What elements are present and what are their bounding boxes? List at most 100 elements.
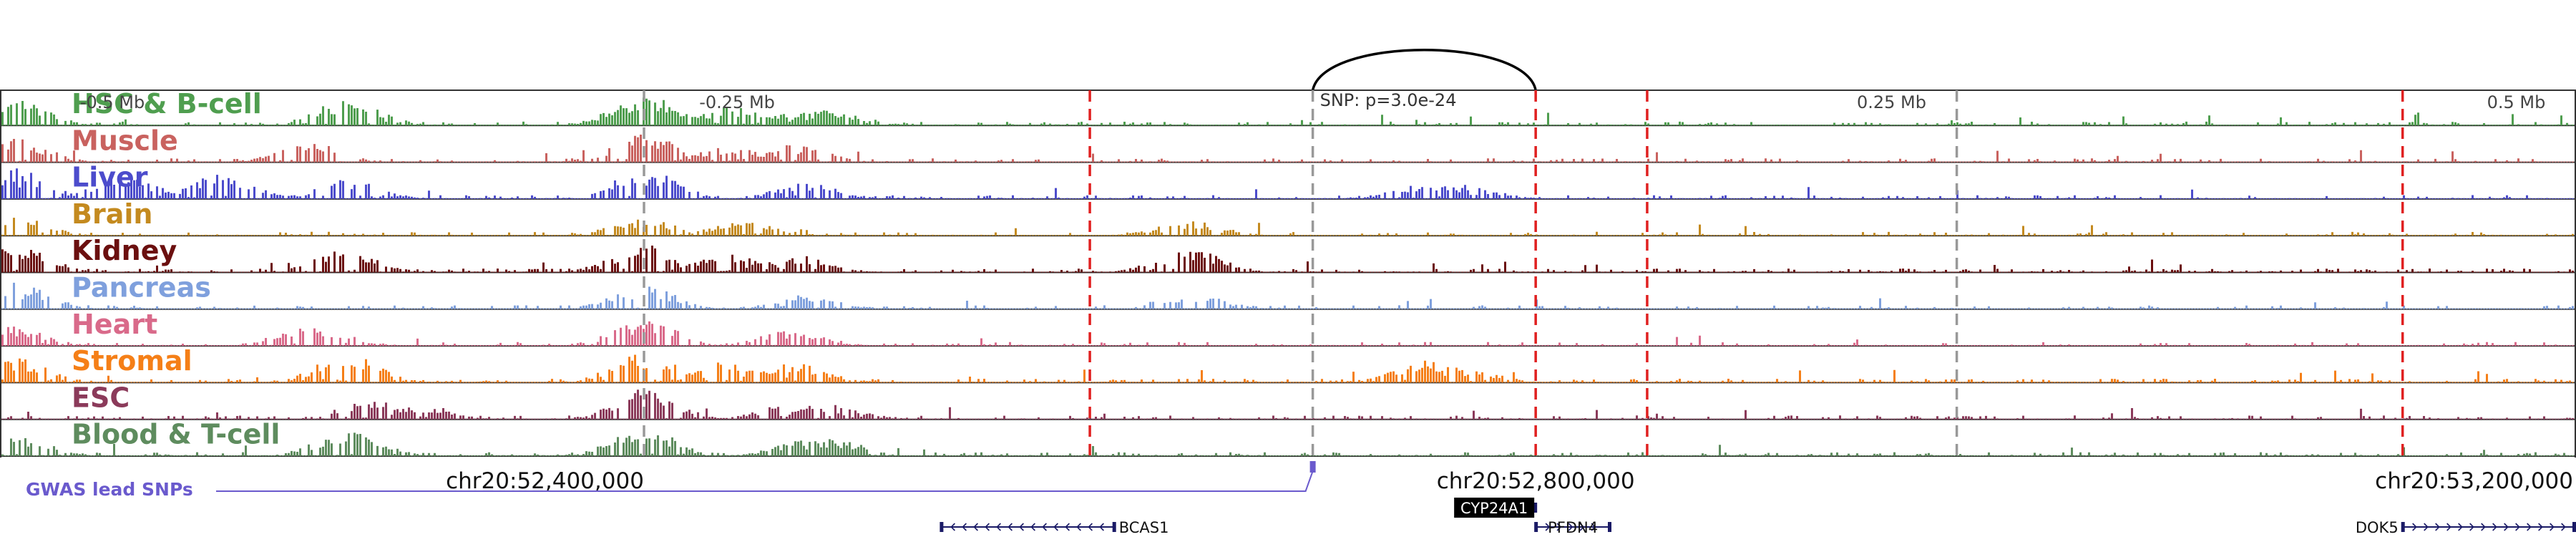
gene-annotation-track: BCAS1 CYP24A1 PFDN4 DOK5: [940, 498, 2576, 536]
track-label: Stromal: [72, 345, 192, 377]
strand-arrow: [1591, 523, 1596, 531]
track-label: Blood & T-cell: [72, 419, 280, 450]
scale-tick-label: 0.25 Mb: [1857, 92, 1926, 112]
gene-exon: [940, 522, 944, 532]
strand-arrow: [2469, 523, 2474, 531]
snp-markers: [643, 90, 2404, 458]
track-heart: [0, 321, 2576, 347]
track-label: Pancreas: [72, 272, 211, 304]
coordinate-tick-label: chr20:52,800,000: [1437, 468, 1635, 494]
gwas-track-label: GWAS lead SNPs: [26, 479, 193, 500]
strand-arrow: [973, 523, 978, 531]
strand-arrow: [2412, 523, 2417, 531]
track-label: Muscle: [72, 125, 178, 156]
strand-arrow: [950, 523, 955, 531]
strand-arrow: [1030, 523, 1035, 531]
strand-arrow: [1019, 523, 1024, 531]
strand-arrow: [2538, 523, 2543, 531]
scale-tick-label: 0.5 Mb: [2487, 92, 2546, 112]
strand-arrow: [2435, 523, 2440, 531]
strand-arrow: [985, 523, 990, 531]
strand-arrow: [2481, 523, 2486, 531]
strand-arrow: [1065, 523, 1070, 531]
strand-arrow: [996, 523, 1001, 531]
track-blood-t-cell: [0, 432, 2576, 457]
chromatin-tracks: [0, 90, 2576, 458]
strand-arrow: [1579, 523, 1585, 531]
strand-arrow: [1076, 523, 1081, 531]
track-esc: [0, 390, 2576, 420]
track-kidney: [0, 246, 2576, 274]
gwas-leader-line: [216, 470, 1314, 492]
track-signal: [1, 168, 2574, 199]
track-label: Heart: [72, 309, 157, 340]
track-label: HSC & B-cell: [72, 88, 262, 120]
strand-arrow: [1556, 523, 1562, 531]
gene-label: CYP24A1: [1460, 500, 1528, 517]
track-signal: [1, 282, 2574, 309]
strand-arrow: [2492, 523, 2497, 531]
strand-arrow: [1088, 523, 1093, 531]
scale-tick-label: -0.25 Mb: [699, 92, 775, 112]
gwas-track: GWAS lead SNPs: [26, 461, 1316, 500]
track-signal: [1, 246, 2574, 273]
strand-arrow: [1008, 523, 1013, 531]
strand-arrow: [1568, 523, 1574, 531]
gene-bcas1: BCAS1: [940, 519, 1169, 536]
track-signal: [1, 321, 2574, 347]
track-signal: [1, 390, 2574, 420]
track-signal: [1, 97, 2574, 126]
strand-arrow: [2527, 523, 2532, 531]
track-label: ESC: [72, 382, 130, 413]
track-signal: [1, 135, 2574, 163]
track-pancreas: [0, 282, 2576, 310]
gene-dok5: DOK5: [2356, 519, 2576, 536]
gene-exon: [2572, 522, 2576, 532]
strand-arrow: [1099, 523, 1104, 531]
scale-bar: -0.5 Mb -0.25 Mb 0.25 Mb 0.5 Mb SNP: p=3.0e-…: [80, 90, 2546, 112]
scale-tick-label: -0.5 Mb: [80, 92, 145, 112]
gene-highlight-box: [1454, 498, 1535, 518]
track-label: Kidney: [72, 235, 177, 266]
gwas-lead-snp-mark: [1309, 461, 1316, 473]
strand-arrow: [1042, 523, 1047, 531]
strand-arrow: [2458, 523, 2463, 531]
track-signal: [1, 432, 2574, 456]
track-signal: [1, 354, 2574, 383]
snp-gene-link-arc: [1311, 49, 1537, 91]
gene-exon: [1534, 522, 1538, 532]
coordinate-axis: chr20:52,400,000 chr20:52,800,000 chr20:53…: [446, 468, 2573, 494]
track-liver: [0, 168, 2576, 200]
track-hsc-b-cell: [0, 97, 2576, 127]
track-stromal: [0, 354, 2576, 384]
snp-pvalue-label: SNP: p=3.0e-24: [1320, 90, 1457, 110]
track-brain: [0, 218, 2576, 237]
strand-arrow: [2424, 523, 2429, 531]
gene-cyp24a1: CYP24A1: [1454, 498, 1538, 518]
strand-arrow: [2515, 523, 2520, 531]
snp-link-layer: [1311, 49, 1537, 91]
gene-label: BCAS1: [1119, 519, 1169, 536]
strand-arrow: [1545, 523, 1551, 531]
gene-pfdn4: PFDN4: [1534, 519, 1611, 536]
gene-label: PFDN4: [1548, 519, 1598, 536]
coordinate-tick-label: chr20:53,200,000: [2375, 468, 2573, 494]
track-signal: [1, 218, 2574, 236]
gene-exon: [2401, 522, 2405, 532]
gene-exon: [1112, 522, 1116, 532]
strand-arrow: [2504, 523, 2509, 531]
strand-arrow: [2446, 523, 2451, 531]
strand-arrow: [962, 523, 967, 531]
track-labels: HSC & B-cell Muscle Liver Brain Kidney Pancre…: [72, 88, 280, 450]
strand-arrow: [2561, 523, 2566, 531]
track-label: Brain: [72, 198, 152, 230]
strand-arrow: [2550, 523, 2555, 531]
track-muscle: [0, 135, 2576, 163]
coordinate-tick-label: chr20:52,400,000: [446, 468, 644, 494]
gene-label: DOK5: [2356, 519, 2399, 536]
strand-arrow: [1053, 523, 1058, 531]
track-label: Liver: [72, 162, 148, 193]
gene-exon: [1608, 522, 1611, 532]
gene-exon: [1533, 503, 1538, 513]
